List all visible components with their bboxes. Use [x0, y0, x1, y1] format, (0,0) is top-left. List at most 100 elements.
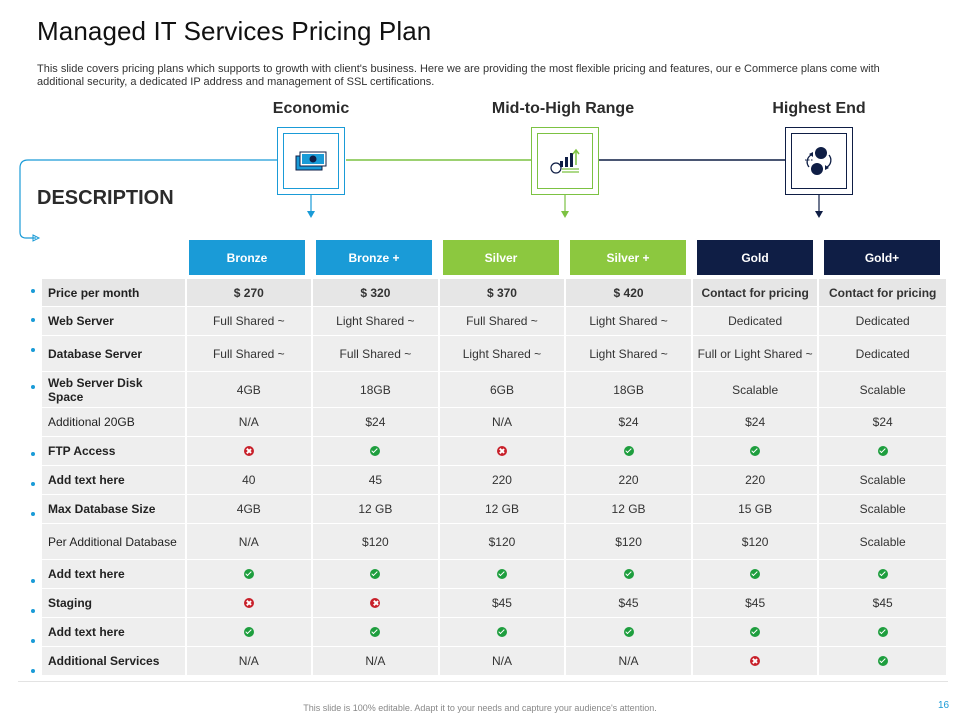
- table-cell: 45: [313, 466, 440, 494]
- table-cell: Full Shared ~: [439, 307, 567, 335]
- check-icon: [243, 627, 254, 637]
- table-cell: $120: [566, 524, 693, 559]
- row-label: Additional 20GB: [42, 408, 187, 436]
- row-label: Web Server Disk Space: [42, 372, 187, 407]
- table-cell: Full Shared ~: [186, 307, 314, 335]
- table-cell: 18GB: [566, 372, 693, 407]
- check-icon: [750, 569, 761, 579]
- check-icon: [623, 446, 634, 456]
- table-row: Max Database Size 4GB 12 GB 12 GB 12 GB 15 GB…: [42, 495, 946, 524]
- table-row: Add text here 40 45 220 220 220 Scalable: [42, 466, 946, 495]
- check-icon: [750, 627, 761, 637]
- table-row: Staging $45 $45 $45 $45: [42, 589, 946, 618]
- plan-bronze-plus-header: Bronze +: [316, 240, 432, 275]
- check-icon: [623, 627, 634, 637]
- table-cell: Contact for pricing: [692, 279, 820, 306]
- row-bullet: [31, 452, 35, 456]
- table-cell-icon: [313, 618, 440, 646]
- cross-icon: [750, 656, 761, 666]
- footer-note: This slide is 100% editable. Adapt it to…: [303, 703, 657, 713]
- table-cell: $ 420: [566, 279, 693, 306]
- table-cell: Scalable: [692, 372, 820, 407]
- row-label: Additional Services: [42, 647, 187, 675]
- plan-silver-header: Silver: [443, 240, 559, 275]
- check-icon: [877, 446, 888, 456]
- page-number: 16: [938, 700, 950, 711]
- check-icon: [496, 627, 507, 637]
- check-icon: [877, 656, 888, 666]
- check-icon: [750, 446, 761, 456]
- table-cell-icon: [692, 560, 820, 588]
- row-label: Staging: [42, 589, 187, 617]
- table-cell: $45: [566, 589, 693, 617]
- table-cell: $24: [313, 408, 440, 436]
- table-cell: Dedicated: [819, 307, 946, 335]
- table-cell: 4GB: [186, 372, 314, 407]
- table-cell: N/A: [313, 647, 440, 675]
- table-cell-icon: [439, 437, 567, 465]
- table-cell: 220: [439, 466, 567, 494]
- row-label: Max Database Size: [42, 495, 187, 523]
- row-label: Add text here: [42, 466, 187, 494]
- table-cell: Scalable: [819, 372, 946, 407]
- table-cell: $ 370: [439, 279, 567, 306]
- row-label: FTP Access: [42, 437, 187, 465]
- plan-bronze-header: Bronze: [189, 240, 305, 275]
- table-cell-icon: [819, 618, 946, 646]
- page-title: Managed IT Services Pricing Plan: [37, 16, 432, 46]
- table-cell: $24: [692, 408, 820, 436]
- check-icon: [877, 569, 888, 579]
- table-row: Add text here: [42, 560, 946, 589]
- row-label: Add text here: [42, 560, 187, 588]
- check-icon: [370, 627, 381, 637]
- table-cell: Light Shared ~: [566, 307, 693, 335]
- table-cell: Light Shared ~: [439, 336, 567, 371]
- check-icon: [370, 446, 381, 456]
- tier-economic-icon-box: [277, 127, 345, 195]
- table-row: Web Server Full Shared ~ Light Shared ~ Ful…: [42, 307, 946, 336]
- table-cell: 220: [692, 466, 820, 494]
- table-cell: 4GB: [186, 495, 314, 523]
- plan-gold-plus-header: Gold+: [824, 240, 940, 275]
- table-cell: 40: [186, 466, 314, 494]
- table-cell: N/A: [186, 524, 314, 559]
- money-bills-icon: [295, 151, 327, 171]
- check-icon: [877, 627, 888, 637]
- table-cell: $120: [692, 524, 820, 559]
- table-cell: Scalable: [819, 495, 946, 523]
- table-cell: N/A: [439, 647, 567, 675]
- table-row: Web Server Disk Space 4GB 18GB 6GB 18GB Scala…: [42, 372, 946, 408]
- table-row: Price per month $ 270 $ 320 $ 370 $ 420 Conta…: [42, 279, 946, 307]
- table-cell: Full Shared ~: [313, 336, 440, 371]
- cross-icon: [243, 446, 254, 456]
- table-cell: $45: [819, 589, 946, 617]
- row-label: Web Server: [42, 307, 187, 335]
- row-label: Add text here: [42, 618, 187, 646]
- row-bullet: [31, 579, 35, 583]
- table-cell: Contact for pricing: [819, 279, 946, 306]
- table-row: Add text here: [42, 618, 946, 647]
- table-cell: Scalable: [819, 524, 946, 559]
- table-cell-icon: [692, 647, 820, 675]
- table-cell-icon: [819, 647, 946, 675]
- table-cell-icon: [819, 560, 946, 588]
- table-cell: $ 270: [186, 279, 314, 306]
- row-bullet: [31, 639, 35, 643]
- page-subtitle: This slide covers pricing plans which su…: [37, 63, 880, 88]
- table-cell-icon: [186, 560, 314, 588]
- table-cell: 220: [566, 466, 693, 494]
- table-cell-icon: [819, 437, 946, 465]
- tier-highest-label: Highest End: [772, 100, 866, 117]
- table-cell: 12 GB: [566, 495, 693, 523]
- table-cell: Full or Light Shared ~: [692, 336, 820, 371]
- footer-divider: [18, 681, 948, 682]
- check-icon: [623, 569, 634, 579]
- plan-silver-plus-header: Silver +: [570, 240, 686, 275]
- row-bullet: [31, 512, 35, 516]
- check-icon: [496, 569, 507, 579]
- row-bullet: [31, 289, 35, 293]
- table-cell-icon: [439, 560, 567, 588]
- table-cell: N/A: [186, 647, 314, 675]
- row-bullet: [31, 669, 35, 673]
- row-bullet: [31, 318, 35, 322]
